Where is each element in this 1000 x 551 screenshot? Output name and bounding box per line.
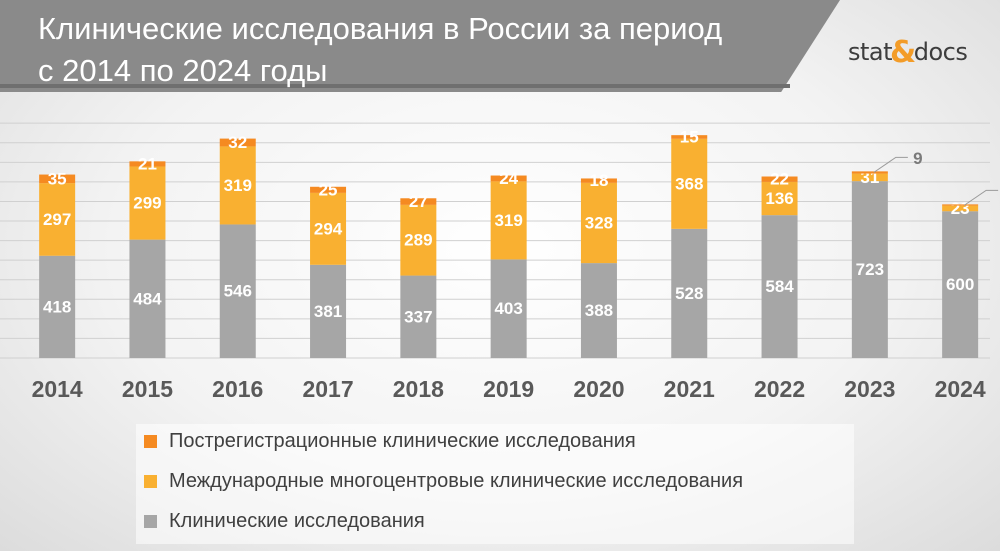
title-line-2: с 2014 по 2024 годы — [38, 53, 328, 88]
data-label: 22 — [770, 170, 789, 189]
data-label: 484 — [133, 289, 162, 308]
bar-segment — [490, 181, 527, 260]
bar-segment — [851, 181, 888, 358]
data-label: 368 — [675, 174, 703, 193]
bar-segment — [761, 176, 798, 182]
bar-segment — [39, 255, 76, 358]
bar-segment — [671, 135, 708, 139]
x-tick-label: 2016 — [212, 376, 263, 402]
data-label: 418 — [43, 297, 71, 316]
callout-line — [873, 156, 908, 173]
bar-segment — [39, 183, 76, 256]
bar-segment — [761, 215, 798, 358]
x-tick-label: 2017 — [302, 376, 353, 402]
legend-swatch-post-registration — [144, 435, 157, 448]
bar-segment — [761, 181, 798, 216]
legend-item-clinical: Клинические исследования — [144, 510, 425, 533]
data-label: 403 — [494, 299, 522, 318]
data-label: 9 — [913, 149, 922, 168]
x-tick-label: 2014 — [32, 376, 83, 402]
bar-segment — [580, 182, 617, 264]
bar-segment — [129, 161, 166, 167]
data-label: 528 — [675, 284, 703, 303]
chart-legend: Пострегистрационные клинические исследов… — [136, 424, 854, 544]
bar-segment — [851, 171, 888, 174]
page-title: Клинические исследования в России за пер… — [38, 8, 798, 92]
legend-label-post-registration: Пострегистрационные клинические исследов… — [169, 430, 636, 452]
data-label: 24 — [499, 169, 518, 188]
legend-label-international: Международные многоцентровые клинические… — [169, 470, 744, 492]
data-label: 546 — [224, 282, 252, 301]
bar-segment — [400, 204, 437, 276]
x-tick-label: 2024 — [935, 376, 986, 402]
bar-segment — [129, 239, 166, 358]
data-label: 388 — [585, 301, 613, 320]
legend-label-clinical: Клинические исследования — [169, 510, 425, 532]
bar-segment — [942, 211, 979, 358]
data-label: 32 — [228, 133, 247, 152]
x-tick-label: 2018 — [393, 376, 444, 402]
stat-docs-logo: stat & docs — [848, 34, 968, 70]
x-tick-label: 2021 — [664, 376, 715, 402]
data-label: 319 — [224, 176, 252, 195]
data-label: 319 — [494, 211, 522, 230]
x-tick-label: 2015 — [122, 376, 173, 402]
data-label: 600 — [946, 275, 974, 294]
bar-segment — [490, 259, 527, 358]
data-label: 299 — [133, 194, 161, 213]
header-band — [0, 0, 840, 92]
logo-ampersand: & — [890, 34, 916, 70]
data-label: 297 — [43, 210, 71, 229]
data-label: 25 — [319, 180, 338, 199]
bar-segment — [671, 138, 708, 229]
stacked-bar-chart: 418 297 35 2014 484 299 21 2015 546 319 32 2016 381 2… — [0, 122, 999, 402]
data-label: 723 — [856, 260, 884, 279]
bar-segment — [129, 166, 166, 240]
bar-segment — [851, 173, 888, 182]
data-label: 289 — [404, 231, 432, 250]
data-label: 23 — [951, 199, 970, 218]
data-label: 294 — [314, 219, 343, 238]
data-label: 27 — [409, 192, 428, 211]
bar-segment — [580, 178, 617, 183]
header-stripe — [0, 84, 790, 88]
data-label: 337 — [404, 307, 432, 326]
bar-segment — [400, 275, 437, 358]
logo-text-left: stat — [848, 38, 893, 66]
data-label: 328 — [585, 213, 613, 232]
logo-text-right: docs — [913, 38, 968, 66]
bar-segment — [310, 264, 347, 358]
x-tick-label: 2020 — [573, 376, 624, 402]
data-label: 15 — [680, 128, 699, 147]
data-label: 18 — [589, 171, 608, 190]
bar-segment — [671, 228, 708, 358]
callout-line — [963, 189, 999, 206]
data-label: 21 — [138, 154, 157, 173]
bar-segment — [219, 224, 256, 358]
bar-segment — [400, 198, 437, 205]
bar-segment — [310, 192, 347, 265]
bar-segment — [219, 146, 256, 225]
x-tick-label: 2019 — [483, 376, 534, 402]
legend-swatch-international — [144, 475, 157, 488]
bar-segment — [219, 138, 256, 147]
data-label: 35 — [48, 169, 67, 188]
bar-segment — [310, 186, 347, 193]
legend-item-international: Международные многоцентровые клинические… — [144, 470, 743, 493]
bar-segment — [490, 175, 527, 182]
title-line-1: Клинические исследования в России за пер… — [38, 11, 723, 46]
x-tick-label: 2022 — [754, 376, 805, 402]
legend-swatch-clinical — [144, 515, 157, 528]
bar-segment — [942, 204, 979, 206]
bar-segment — [39, 174, 76, 184]
legend-item-post-registration: Пострегистрационные клинические исследов… — [144, 430, 636, 453]
data-label: 381 — [314, 302, 342, 321]
header: Клинические исследования в России за пер… — [0, 0, 1000, 92]
bar-segment — [580, 263, 617, 358]
data-label: 584 — [765, 277, 794, 296]
bar-segment — [942, 205, 979, 212]
x-tick-label: 2023 — [844, 376, 895, 402]
data-label: 136 — [765, 189, 793, 208]
